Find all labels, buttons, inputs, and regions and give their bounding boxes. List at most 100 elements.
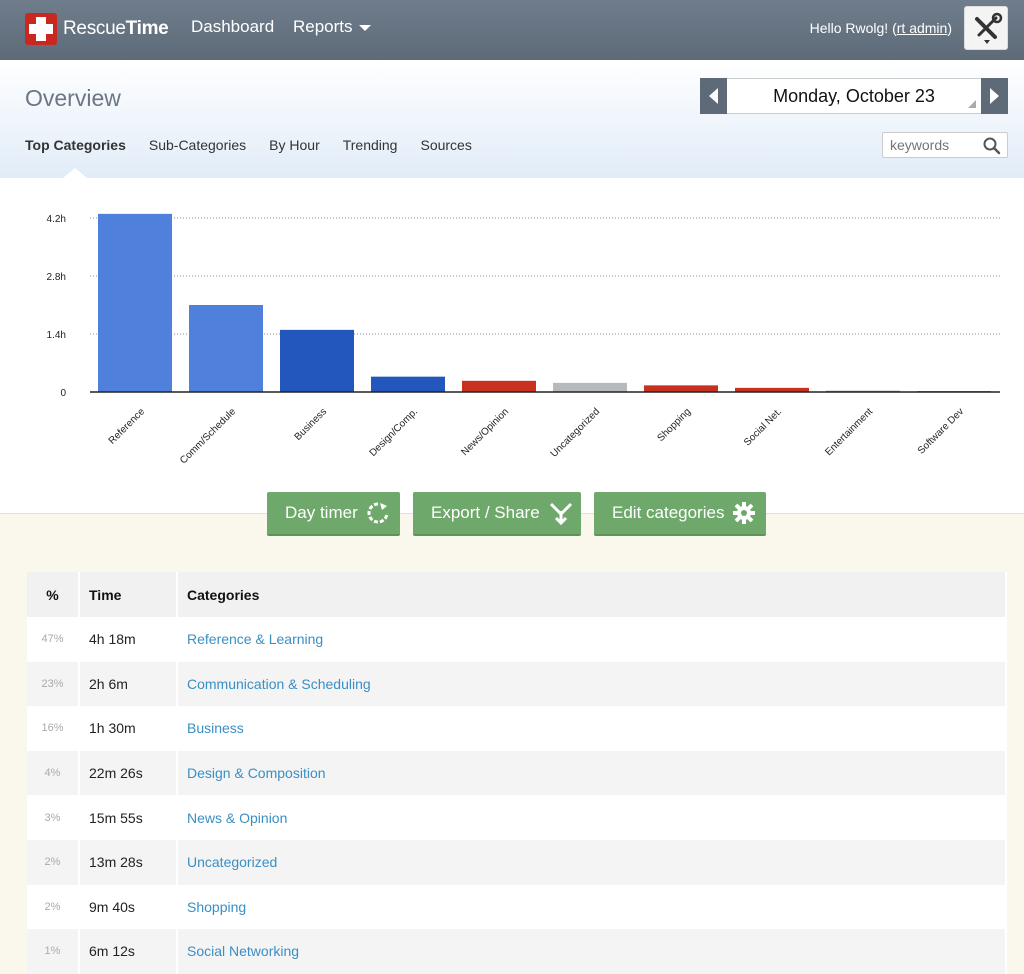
tab-trending[interactable]: Trending xyxy=(342,137,398,153)
row-time: 1h 30m xyxy=(79,706,178,751)
next-day-button[interactable] xyxy=(981,78,1008,114)
active-tab-pointer xyxy=(63,168,87,178)
tab-sources[interactable]: Sources xyxy=(420,137,472,153)
table-row: 2% 9m 40s Shopping xyxy=(27,884,1007,930)
user-greeting: Hello Rwolg! (rt admin) xyxy=(809,20,952,36)
x-tick-label: Uncategorized xyxy=(549,406,602,459)
category-link[interactable]: Business xyxy=(187,720,244,737)
nav-reports-label: Reports xyxy=(293,17,353,36)
chart-bar xyxy=(553,382,627,392)
previous-day-button[interactable] xyxy=(700,78,727,114)
top-bar: RescueTime Dashboard Reports Hello Rwolg… xyxy=(0,0,1024,60)
table-row: 23% 2h 6m Communication & Scheduling xyxy=(27,661,1007,707)
row-percent: 4% xyxy=(27,750,80,796)
chart-bar xyxy=(280,329,354,392)
row-percent: 23% xyxy=(27,661,80,707)
search-icon[interactable] xyxy=(983,137,1001,155)
x-tick-label: Design/Comp. xyxy=(368,406,421,459)
date-picker[interactable]: Monday, October 23 xyxy=(727,78,981,114)
category-link[interactable]: Uncategorized xyxy=(187,854,278,871)
page-title: Overview xyxy=(25,85,121,111)
table-row: 16% 1h 30m Business xyxy=(27,706,1007,751)
logo-text: RescueTime xyxy=(63,18,169,39)
x-tick-label: Reference xyxy=(107,406,148,447)
tools-button[interactable] xyxy=(964,6,1008,50)
y-tick-label: 4.2h xyxy=(47,214,66,225)
chart-bar xyxy=(371,376,445,392)
table-row: 4% 22m 26s Design & Composition xyxy=(27,750,1007,796)
resize-corner-icon xyxy=(968,100,976,108)
chart-bar xyxy=(189,305,263,392)
y-tick-label: 2.8h xyxy=(47,272,66,283)
tab-sub-categories[interactable]: Sub-Categories xyxy=(148,137,247,153)
admin-link[interactable]: rt admin xyxy=(896,20,948,36)
row-time: 22m 26s xyxy=(79,750,178,796)
chart-bar xyxy=(98,213,172,392)
export-share-button[interactable]: Export / Share xyxy=(413,492,581,536)
column-header-percent[interactable]: % xyxy=(27,572,80,617)
row-time: 13m 28s xyxy=(79,839,178,885)
chevron-down-icon xyxy=(358,24,371,31)
day-timer-label: Day timer xyxy=(285,503,358,522)
column-header-time[interactable]: Time xyxy=(79,572,178,617)
chart-bar xyxy=(735,387,809,392)
keyword-search xyxy=(882,132,1008,158)
row-percent: 16% xyxy=(27,706,80,751)
row-time: 4h 18m xyxy=(79,617,178,662)
row-time: 2h 6m xyxy=(79,661,178,707)
edit-categories-label: Edit categories xyxy=(612,503,725,522)
category-link[interactable]: News & Opinion xyxy=(187,809,288,826)
tab-by-hour[interactable]: By Hour xyxy=(269,137,320,153)
category-table: % Time Categories 47% 4h 18m Reference &… xyxy=(27,572,1007,974)
category-link[interactable]: Reference & Learning xyxy=(187,631,324,648)
x-tick-label: News/Opinion xyxy=(459,406,511,458)
category-link[interactable]: Communication & Scheduling xyxy=(187,675,371,692)
refresh-icon xyxy=(367,502,389,524)
category-link[interactable]: Design & Composition xyxy=(187,765,326,782)
search-input[interactable] xyxy=(890,133,986,157)
x-tick-label: Business xyxy=(293,406,329,442)
category-chart-panel: 0 1.4h 2.8h 4.2h Reference Comm/Schedule Busin… xyxy=(0,178,1024,514)
table-row: 2% 13m 28s Uncategorized xyxy=(27,839,1007,885)
x-tick-label: Comm/Schedule xyxy=(178,406,238,466)
row-percent: 1% xyxy=(27,929,80,974)
day-timer-button[interactable]: Day timer xyxy=(267,492,400,536)
table-row: 47% 4h 18m Reference & Learning xyxy=(27,617,1007,662)
table-row: 3% 15m 55s News & Opinion xyxy=(27,795,1007,840)
chart-bar xyxy=(462,380,536,392)
edit-categories-button[interactable]: Edit categories xyxy=(594,492,766,536)
date-label: Monday, October 23 xyxy=(773,85,935,106)
row-percent: 3% xyxy=(27,795,80,840)
arrow-left-icon xyxy=(709,88,718,104)
category-link[interactable]: Shopping xyxy=(187,898,247,915)
logo-cross-icon xyxy=(25,13,57,45)
tools-icon xyxy=(975,12,1003,44)
gear-icon xyxy=(733,502,756,524)
x-tick-label: Social Net. xyxy=(742,406,784,448)
row-time: 15m 55s xyxy=(79,795,178,840)
column-header-categories[interactable]: Categories xyxy=(177,572,1007,617)
row-time: 9m 40s xyxy=(79,884,178,930)
date-navigator: Monday, October 23 xyxy=(700,78,1008,114)
report-header: Overview Monday, October 23 Top Categori… xyxy=(0,60,1024,178)
export-share-label: Export / Share xyxy=(431,503,540,522)
category-link[interactable]: Social Networking xyxy=(187,943,300,960)
report-tabs: Top Categories Sub-Categories By Hour Tr… xyxy=(25,137,495,153)
row-time: 6m 12s xyxy=(79,929,178,974)
y-tick-label: 0 xyxy=(60,388,66,399)
chart-bar xyxy=(644,385,718,392)
row-percent: 2% xyxy=(27,839,80,885)
top-categories-chart: 0 1.4h 2.8h 4.2h Reference Comm/Schedule Busin… xyxy=(47,213,1000,466)
nav-reports[interactable]: Reports xyxy=(293,17,371,37)
row-percent: 2% xyxy=(27,884,80,930)
x-tick-label: Software Dev xyxy=(916,406,966,456)
y-tick-label: 1.4h xyxy=(47,330,66,341)
x-tick-label: Shopping xyxy=(655,406,693,444)
row-percent: 47% xyxy=(27,617,80,662)
nav-dashboard[interactable]: Dashboard xyxy=(191,17,275,36)
tab-top-categories[interactable]: Top Categories xyxy=(25,137,126,153)
share-icon xyxy=(549,502,572,525)
rescuetime-logo[interactable]: RescueTime xyxy=(25,11,169,47)
x-tick-label: Entertainment xyxy=(823,406,875,458)
arrow-right-icon xyxy=(990,88,999,104)
